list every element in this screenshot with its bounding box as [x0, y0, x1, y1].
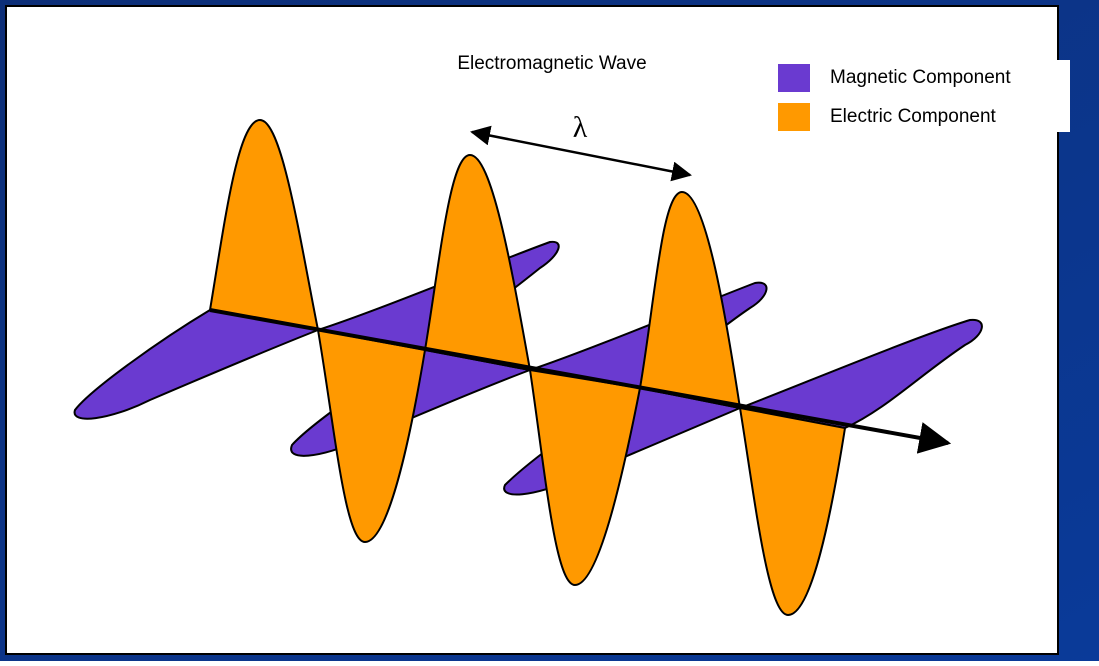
legend-swatch — [778, 103, 810, 131]
slide: λ Electromagnetic Wave Magnetic Componen… — [0, 0, 1099, 661]
legend-label: Magnetic Component — [830, 67, 1011, 88]
wavelength-label: λ — [573, 111, 588, 144]
legend-swatch — [778, 64, 810, 92]
legend-label: Electric Component — [830, 106, 997, 127]
diagram-title: Electromagnetic Wave — [457, 53, 646, 74]
